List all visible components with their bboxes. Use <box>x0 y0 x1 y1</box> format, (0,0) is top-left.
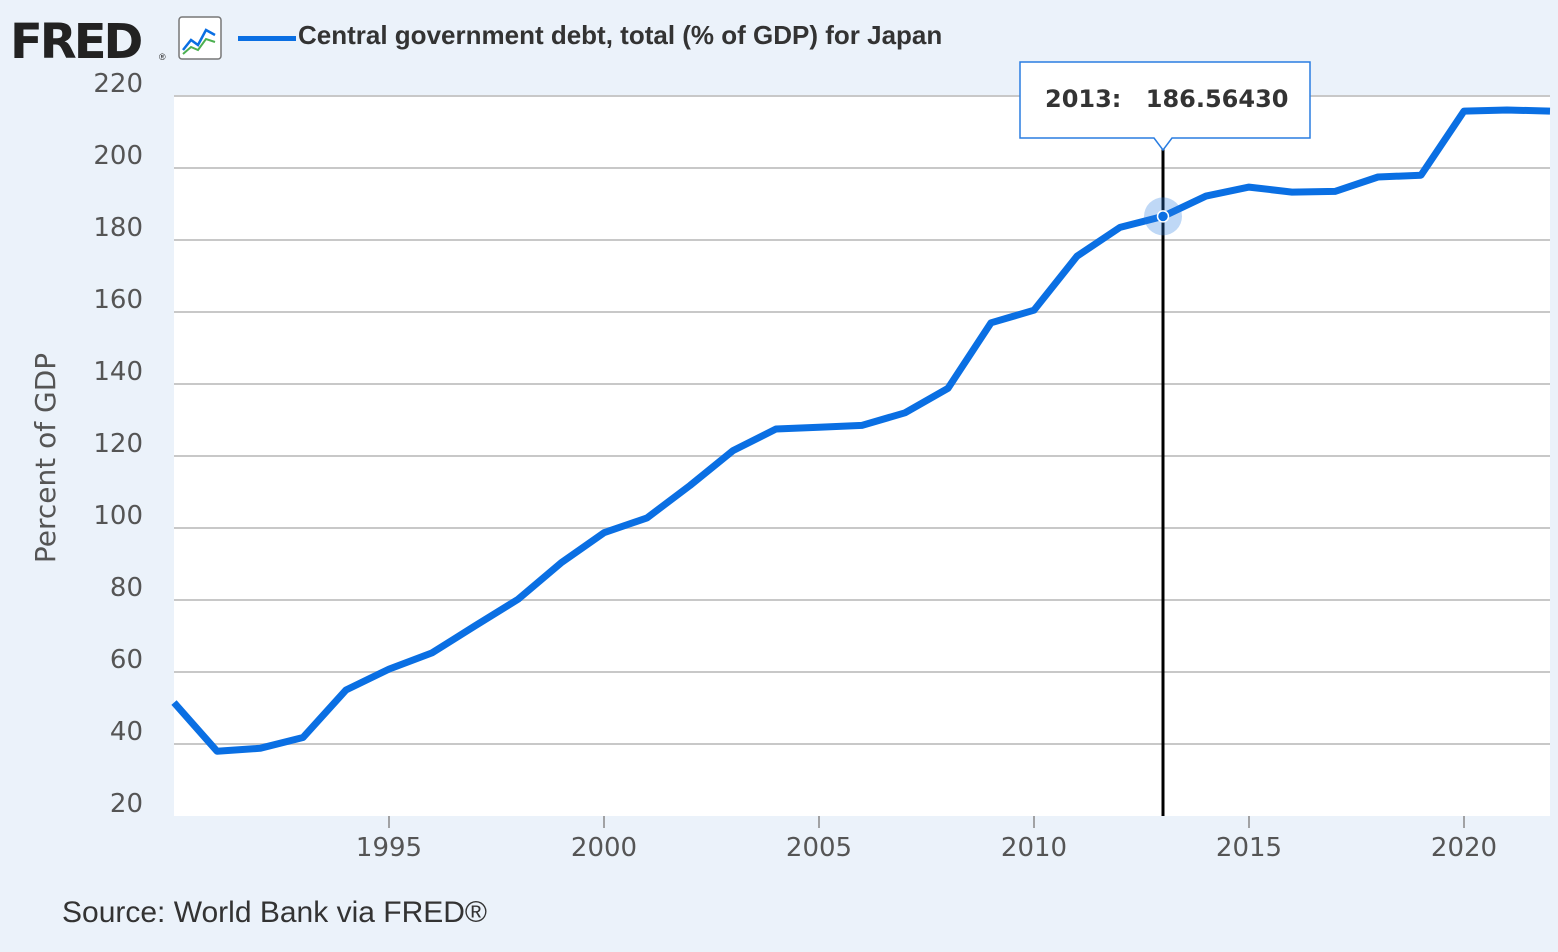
data-point-2016[interactable] <box>1288 188 1296 196</box>
tooltip-box <box>1019 61 1311 152</box>
y-tick-label-200: 200 <box>93 141 143 171</box>
x-tick-label-2020: 2020 <box>1431 833 1497 863</box>
registered-mark: ® <box>159 52 166 62</box>
data-point-1993[interactable] <box>299 734 307 742</box>
x-axis-ticks: 1995 2000 2005 2010 2015 2020 <box>356 816 1497 863</box>
grid-lines <box>174 95 1550 745</box>
series-line-0[interactable] <box>171 106 1551 755</box>
data-point-2009[interactable] <box>987 319 995 327</box>
data-point-2008[interactable] <box>944 384 952 392</box>
data-point-2010[interactable] <box>1030 306 1038 314</box>
data-point-1996[interactable] <box>428 649 436 657</box>
data-point-1994[interactable] <box>342 686 350 694</box>
y-axis-label: Percent of GDP <box>29 353 62 563</box>
data-point-2006[interactable] <box>858 421 866 429</box>
data-point-1992[interactable] <box>256 744 264 752</box>
data-point-2001[interactable] <box>643 514 651 522</box>
legend-line-swatch <box>238 36 296 41</box>
fred-logo[interactable]: FRED <box>10 14 143 70</box>
x-tick-label-2005: 2005 <box>786 833 852 863</box>
tooltip-year: 2013: <box>1045 85 1121 113</box>
x-tick-label-1995: 1995 <box>356 833 422 863</box>
tooltip-label: 2013: 186.56430 <box>1045 85 1288 113</box>
data-point-2004[interactable] <box>772 425 780 433</box>
data-point-2011[interactable] <box>1073 252 1081 260</box>
y-tick-label-40: 40 <box>110 717 143 747</box>
data-point-2007[interactable] <box>901 409 909 417</box>
series-layer <box>170 106 1554 755</box>
y-tick-label-60: 60 <box>110 645 143 675</box>
data-point-2018[interactable] <box>1374 173 1382 181</box>
y-tick-label-80: 80 <box>110 573 143 603</box>
data-point-1997[interactable] <box>471 622 479 630</box>
data-point-2015[interactable] <box>1245 183 1253 191</box>
y-tick-label-100: 100 <box>93 501 143 531</box>
data-point-2020[interactable] <box>1460 107 1468 115</box>
data-point-1990[interactable] <box>170 699 178 707</box>
data-point-2002[interactable] <box>686 482 694 490</box>
data-point-2005[interactable] <box>815 423 823 431</box>
x-tick-label-2010: 2010 <box>1001 833 1067 863</box>
y-tick-label-120: 120 <box>93 429 143 459</box>
y-tick-label-160: 160 <box>93 285 143 315</box>
data-point-2017[interactable] <box>1331 187 1339 195</box>
data-point-2014[interactable] <box>1202 192 1210 200</box>
chart-header: FRED ® Central government debt, total (%… <box>10 10 1110 66</box>
y-tick-label-140: 140 <box>93 357 143 387</box>
data-point-1995[interactable] <box>385 665 393 673</box>
highlight-point[interactable] <box>1156 210 1170 223</box>
tooltip: 2013: 186.56430 <box>1019 61 1311 152</box>
data-point-2012[interactable] <box>1116 223 1124 231</box>
tooltip-value: 186.56430 <box>1146 85 1289 113</box>
y-axis-ticks: 20 40 60 80 100 120 140 160 180 200 220 <box>93 69 143 819</box>
source-note: Source: World Bank via FRED® <box>62 896 488 929</box>
data-point-2003[interactable] <box>729 447 737 455</box>
y-tick-label-220: 220 <box>93 69 143 99</box>
data-point-2021[interactable] <box>1503 106 1511 114</box>
line-chart-icon[interactable] <box>178 16 222 60</box>
y-tick-label-180: 180 <box>93 213 143 243</box>
data-point-2000[interactable] <box>600 529 608 537</box>
data-point-1991[interactable] <box>213 747 221 755</box>
data-point-1999[interactable] <box>557 559 565 567</box>
x-tick-label-2000: 2000 <box>571 833 637 863</box>
data-point-2022[interactable] <box>1546 107 1554 115</box>
x-tick-label-2015: 2015 <box>1216 833 1282 863</box>
series-title[interactable]: Central government debt, total (% of GDP… <box>298 20 943 50</box>
y-tick-label-20: 20 <box>110 789 143 819</box>
data-point-1998[interactable] <box>514 595 522 603</box>
data-point-2019[interactable] <box>1417 171 1425 179</box>
